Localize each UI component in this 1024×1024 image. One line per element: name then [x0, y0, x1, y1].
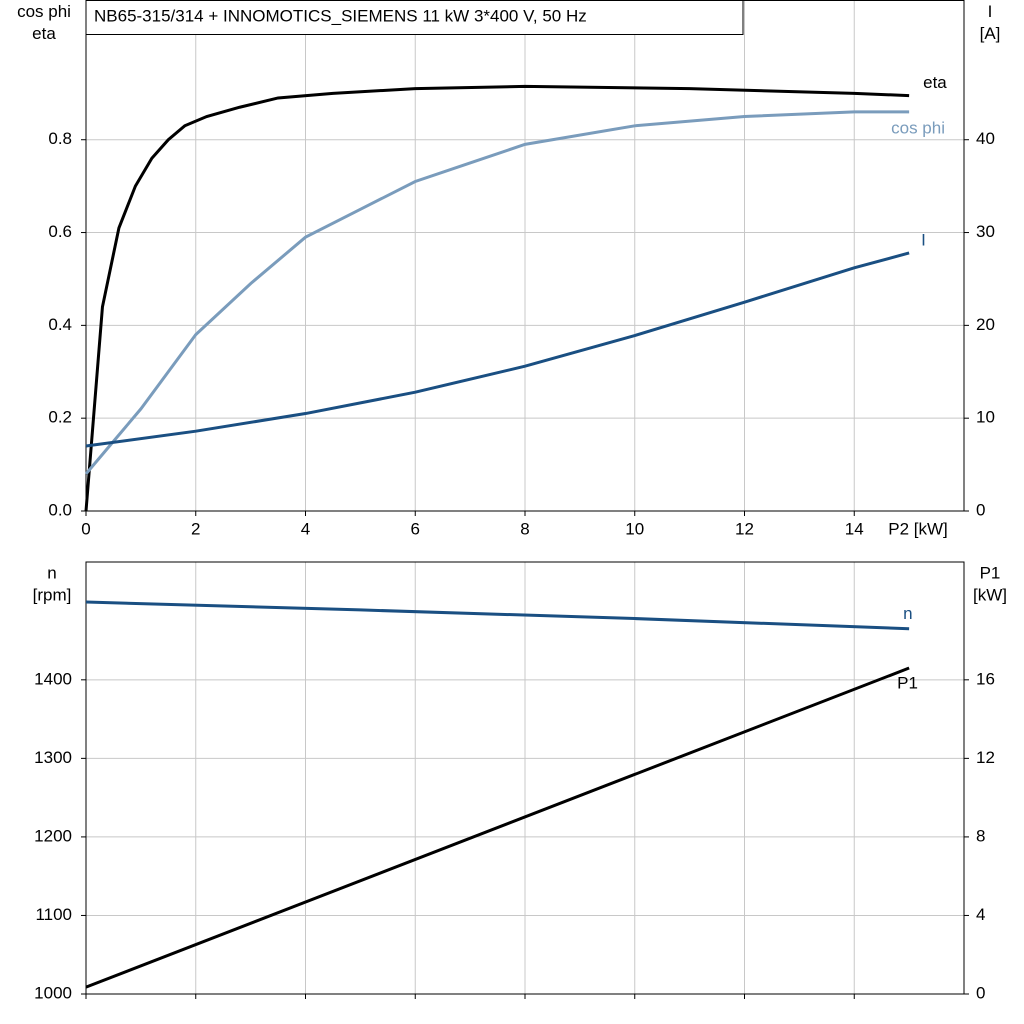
y-tick-label: 1100 — [35, 905, 72, 924]
y-tick-label: 1000 — [34, 983, 72, 1002]
y-tick-label: 1200 — [34, 826, 72, 845]
x-tick-label: 14 — [845, 519, 864, 538]
series-line — [85, 600, 910, 631]
x-tick-label: 8 — [520, 519, 529, 538]
series-label: n — [903, 604, 912, 623]
y2-tick-label: 12 — [976, 748, 995, 767]
series-line — [84, 110, 910, 475]
y-axis-label: n — [47, 563, 56, 582]
y-axis-label: cos phi — [17, 2, 71, 21]
y2-tick-label: 40 — [976, 129, 995, 148]
y-axis-label: [rpm] — [33, 585, 72, 604]
y-tick-label: 0.2 — [48, 408, 72, 427]
y2-tick-label: 20 — [976, 315, 995, 334]
x-tick-label: 4 — [301, 519, 310, 538]
series-line — [85, 666, 910, 989]
y2-tick-label: 30 — [976, 222, 995, 241]
chart-title: NB65-315/314 + INNOMOTICS_SIEMENS 11 kW … — [94, 6, 587, 25]
series-label: eta — [923, 73, 947, 92]
y2-axis-label: [A] — [980, 24, 1001, 43]
y2-tick-label: 16 — [976, 669, 995, 688]
y2-axis-label: I — [988, 2, 993, 21]
y-tick-label: 0.8 — [48, 129, 72, 148]
series-label: cos phi — [891, 118, 945, 137]
y2-axis-label: [kW] — [973, 585, 1007, 604]
x-tick-label: 10 — [625, 519, 644, 538]
y-tick-label: 0.6 — [48, 222, 72, 241]
title-box — [85, 0, 744, 35]
y2-tick-label: 0 — [976, 500, 985, 519]
y2-tick-label: 8 — [976, 826, 985, 845]
series-line — [85, 251, 910, 448]
y2-tick-label: 0 — [976, 983, 985, 1002]
series-label: P1 — [897, 674, 918, 693]
series-line — [84, 84, 910, 512]
y2-axis-label: P1 — [980, 563, 1001, 582]
x-axis-label: P2 [kW] — [888, 519, 948, 538]
series-label: I — [921, 230, 926, 249]
y-tick-label: 0.0 — [48, 500, 72, 519]
y2-tick-label: 10 — [976, 408, 995, 427]
x-tick-label: 6 — [411, 519, 420, 538]
y2-tick-label: 4 — [976, 905, 985, 924]
y-tick-label: 0.4 — [48, 315, 72, 334]
y-tick-label: 1400 — [34, 669, 72, 688]
y-tick-label: 1300 — [34, 748, 72, 767]
y-axis-label: eta — [32, 24, 56, 43]
x-tick-label: 2 — [191, 519, 200, 538]
x-tick-label: 12 — [735, 519, 754, 538]
x-tick-label: 0 — [81, 519, 90, 538]
